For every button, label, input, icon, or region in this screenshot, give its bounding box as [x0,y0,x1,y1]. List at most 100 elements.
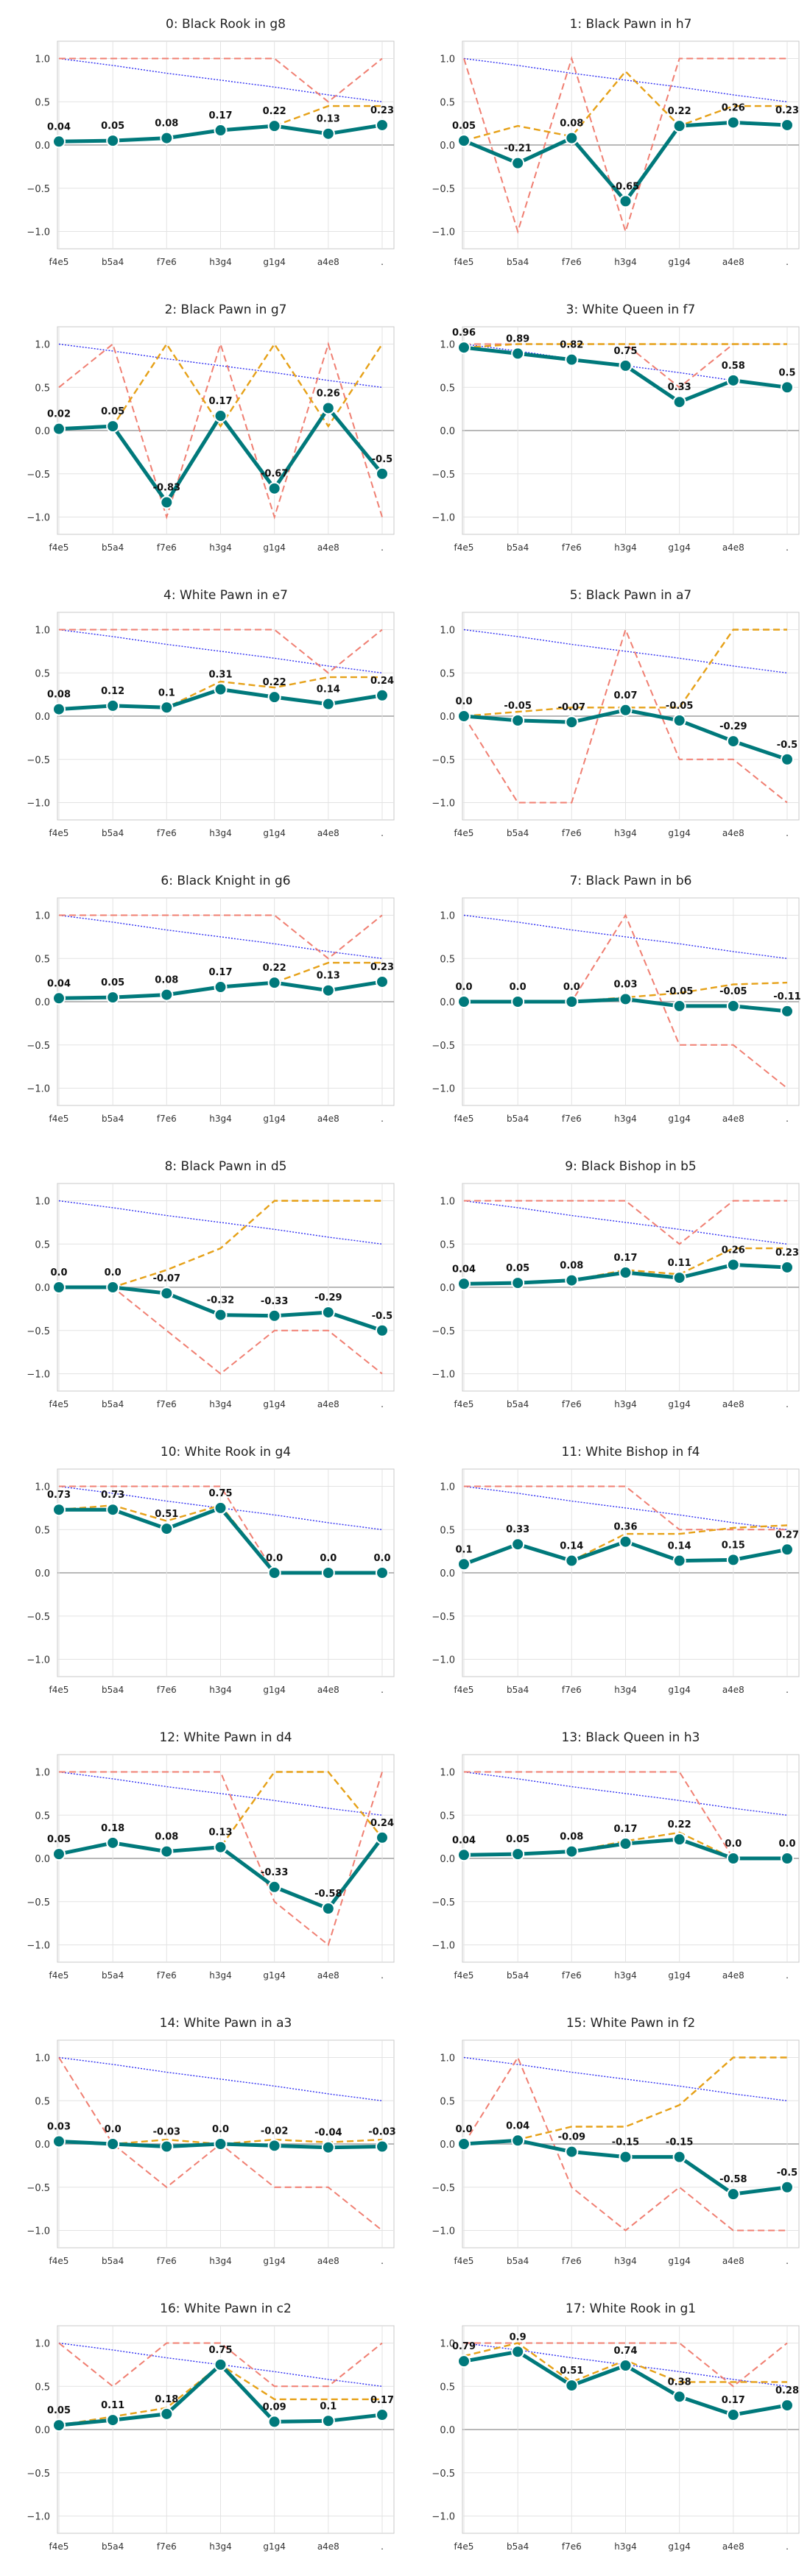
chart-panel-3: 3: White Queen in f7 −1.0 −0.5 0.0 0.5 1.0 f4e… [432,302,800,553]
x-tick-label: . [786,1114,789,1124]
x-tick-label: f7e6 [157,2541,177,2552]
y-tick-label: 0.0 [440,997,455,1008]
data-point [321,983,335,997]
y-tick-label: 1.0 [35,2053,50,2064]
red-dashed-line [464,1200,787,1245]
y-tick-label: −0.5 [432,1326,455,1337]
data-point [52,2134,66,2148]
x-tick-label: b5a4 [102,1114,124,1124]
data-label: -0.15 [666,2137,693,2148]
data-label: 0.22 [263,106,286,117]
data-label: 0.82 [560,340,583,351]
chart-panel-14: 14: White Pawn in a3 −1.0 −0.5 0.0 0.5 1.0 f4e… [27,2016,395,2266]
red-dashed-line [59,57,383,103]
data-label: 0.02 [47,409,71,420]
data-label: -0.67 [261,469,288,480]
red-dashed-line [59,914,383,960]
y-tick-label: −1.0 [432,2226,455,2237]
data-label: 0.04 [47,978,71,989]
chart-title: 3: White Queen in f7 [566,302,696,317]
data-point [672,999,686,1013]
chart-panel-2: 2: Black Pawn in g7 −1.0 −0.5 0.0 0.5 1.0 f4e5… [27,302,395,553]
y-tick-label: −1.0 [432,2512,455,2523]
data-point [376,1323,389,1337]
x-tick-label: b5a4 [102,2541,124,2552]
data-label: 0.0 [320,1553,337,1564]
x-tick-label: a4e8 [722,1399,744,1409]
y-tick-label: 0.5 [35,668,50,679]
data-point [672,2390,686,2404]
data-point [376,688,389,702]
data-point [457,2137,471,2151]
x-tick-label: b5a4 [507,257,529,267]
x-tick-label: a4e8 [317,1114,339,1124]
y-tick-label: 0.5 [440,2096,455,2107]
x-tick-label: . [381,828,384,838]
x-tick-label: f7e6 [157,2256,177,2266]
x-tick-label: h3g4 [209,257,232,267]
chart-panel-17: 17: White Rook in g1 −1.0 −0.5 0.0 0.5 1.0 f4e… [432,2301,800,2552]
x-tick-label: a4e8 [317,257,339,267]
x-tick-label: f4e5 [454,828,474,838]
data-point [106,134,120,148]
data-point [619,992,633,1006]
y-tick-label: −0.5 [27,2183,50,2194]
data-point [672,1833,686,1847]
blue-reference-line [463,629,788,673]
data-label: -0.03 [368,2127,395,2138]
y-tick-label: 0.5 [35,97,50,108]
y-tick-label: 0.0 [440,141,455,152]
x-tick-label: b5a4 [507,1685,529,1695]
y-tick-label: 0.5 [440,1239,455,1250]
data-point [214,1501,228,1515]
x-tick-label: . [381,257,384,267]
red-dashed-line [464,1771,787,1859]
x-tick-label: h3g4 [614,1399,637,1409]
data-label: 0.51 [560,2366,583,2377]
data-label: -0.33 [261,1867,288,1878]
data-point [52,702,66,716]
x-tick-label: f7e6 [157,1685,177,1695]
y-tick-label: 1.0 [440,911,455,922]
data-label: 0.04 [47,121,71,132]
data-label: -0.21 [504,144,531,155]
data-point [672,2150,686,2164]
orange-dashed-line [463,343,787,349]
x-tick-label: g1g4 [668,1399,691,1409]
x-tick-label: f7e6 [562,542,582,553]
data-label: -0.07 [558,702,585,713]
chart-title: 15: White Pawn in f2 [566,2016,695,2031]
x-tick-label: f7e6 [562,828,582,838]
data-point [267,2415,281,2429]
data-label: 0.14 [668,1541,691,1552]
data-point [511,1276,525,1290]
data-label: 0.1 [158,687,175,698]
x-tick-label: f4e5 [49,1685,69,1695]
data-label: -0.11 [773,991,800,1002]
y-tick-label: −1.0 [27,1941,50,1952]
data-point [726,373,740,387]
data-label: 0.05 [101,406,124,417]
x-tick-label: . [786,1970,789,1981]
x-tick-label: h3g4 [209,2256,232,2266]
y-tick-label: −0.5 [27,470,50,481]
data-point [781,1852,794,1865]
data-label: 0.5 [778,367,795,378]
data-label: -0.33 [261,1296,288,1307]
blue-reference-line [58,1771,383,1816]
data-point [160,701,174,715]
chart-panel-16: 16: White Pawn in c2 −1.0 −0.5 0.0 0.5 1.0 f4e… [27,2301,395,2552]
data-point [106,420,120,434]
data-point [457,134,471,148]
data-point [160,1287,174,1301]
y-tick-label: −0.5 [27,1041,50,1052]
x-tick-label: b5a4 [102,1685,124,1695]
x-tick-label: f4e5 [49,2256,69,2266]
blue-reference-line [58,914,383,959]
data-point [160,1844,174,1858]
x-tick-label: f4e5 [49,828,69,838]
y-tick-label: 1.0 [35,1197,50,1208]
data-point [726,1553,740,1567]
data-label: 0.51 [155,1509,178,1520]
blue-reference-line [58,1200,383,1245]
